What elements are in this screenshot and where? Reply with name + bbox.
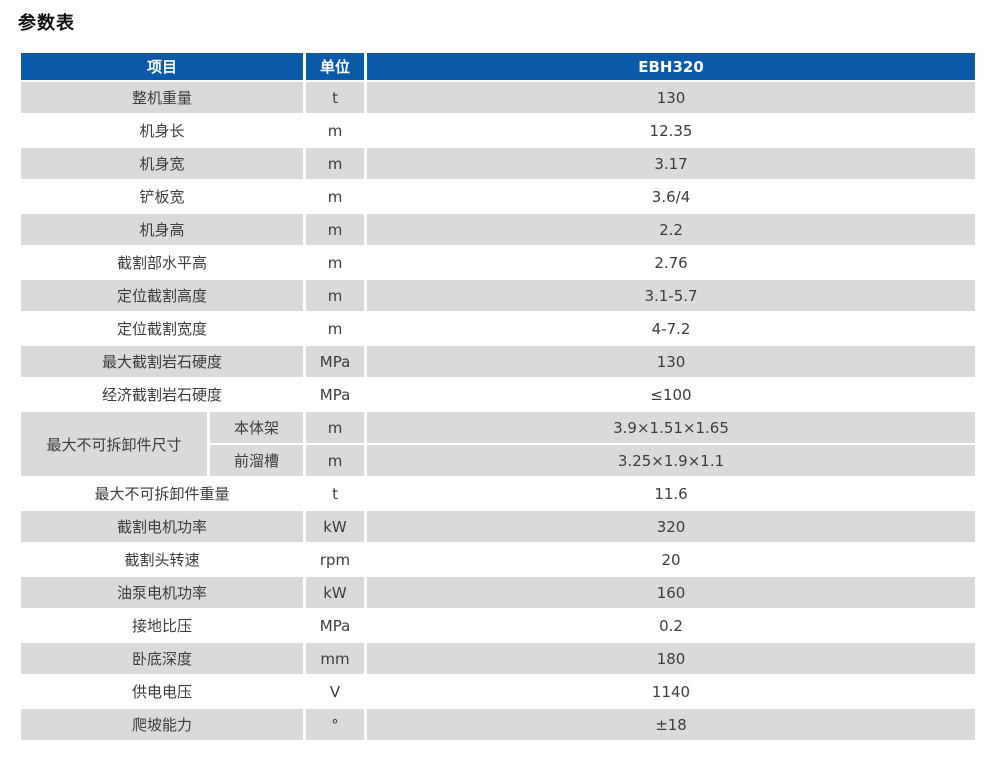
unit-cell: m <box>303 146 368 181</box>
unit-cell: ° <box>303 707 368 742</box>
unit-cell: t <box>303 80 368 115</box>
param-name-cell: 供电电压 <box>17 674 307 709</box>
value-cell: 4-7.2 <box>364 311 979 346</box>
table-row: 截割头转速 rpm 20 <box>17 542 979 577</box>
param-name-cell: 定位截割宽度 <box>17 311 307 346</box>
param-name-cell: 截割电机功率 <box>17 509 307 544</box>
unit-cell: MPa <box>303 377 368 412</box>
param-name-cell: 接地比压 <box>17 608 307 643</box>
value-cell: 0.2 <box>364 608 979 643</box>
value-cell: 3.25×1.9×1.1 <box>364 443 979 478</box>
param-name-cell: 机身高 <box>17 212 307 247</box>
value-cell: 12.35 <box>364 113 979 148</box>
unit-cell: t <box>303 476 368 511</box>
table-row: 最大截割岩石硬度 MPa 130 <box>17 344 979 379</box>
unit-cell: MPa <box>303 344 368 379</box>
param-name-cell: 截割头转速 <box>17 542 307 577</box>
table-row-merged: 最大不可拆卸件尺寸 本体架 m 3.9×1.51×1.65 <box>18 410 979 478</box>
unit-cell: m <box>303 212 368 247</box>
value-cell: 3.17 <box>364 146 979 181</box>
column-header-model: EBH320 <box>364 51 979 82</box>
table-row: 接地比压 MPa 0.2 <box>17 608 979 643</box>
value-cell: 11.6 <box>364 476 979 511</box>
unit-cell: m <box>303 179 368 214</box>
table-row: 定位截割高度 m 3.1-5.7 <box>17 278 979 313</box>
param-name-cell: 整机重量 <box>17 80 307 115</box>
unit-cell: m <box>303 410 368 445</box>
param-name-cell: 最大不可拆卸件重量 <box>17 476 307 511</box>
value-cell: ≤100 <box>364 377 979 412</box>
value-cell: 160 <box>364 575 979 610</box>
table-row: 截割部水平高 m 2.76 <box>17 245 979 280</box>
unit-cell: V <box>303 674 368 709</box>
table-row: 机身宽 m 3.17 <box>17 146 979 181</box>
unit-cell: m <box>303 245 368 280</box>
value-cell: 320 <box>364 509 979 544</box>
unit-cell: rpm <box>303 542 368 577</box>
unit-cell: kW <box>303 575 368 610</box>
value-cell: 2.2 <box>364 212 979 247</box>
unit-cell: m <box>303 278 368 313</box>
param-name-cell: 卧底深度 <box>17 641 307 676</box>
table-row: 经济截割岩石硬度 MPa ≤100 <box>17 377 979 412</box>
table-row: 定位截割宽度 m 4-7.2 <box>17 311 979 346</box>
table-row: 最大不可拆卸件重量 t 11.6 <box>17 476 979 511</box>
unit-cell: MPa <box>303 608 368 643</box>
table-row: 机身长 m 12.35 <box>17 113 979 148</box>
param-name-cell: 最大截割岩石硬度 <box>17 344 307 379</box>
value-cell: 20 <box>364 542 979 577</box>
table-row: 整机重量 t 130 <box>17 80 979 115</box>
table-row-merged: 前溜槽 m 3.25×1.9×1.1 <box>20 443 979 478</box>
value-cell: 3.6/4 <box>364 179 979 214</box>
unit-cell: m <box>303 113 368 148</box>
table-row: 机身高 m 2.2 <box>17 212 979 247</box>
value-cell: 3.1-5.7 <box>364 278 979 313</box>
value-cell: 130 <box>364 344 979 379</box>
value-cell: 3.9×1.51×1.65 <box>364 410 979 445</box>
parameters-table: 项目 单位 EBH320 整机重量 t 130 机身长 m 12.35 机身宽 … <box>17 51 979 742</box>
value-cell: 130 <box>364 80 979 115</box>
table-row: 爬坡能力 ° ±18 <box>17 707 979 742</box>
param-name-cell: 机身宽 <box>17 146 307 181</box>
table-row: 供电电压 V 1140 <box>17 674 979 709</box>
value-cell: 1140 <box>364 674 979 709</box>
param-name-cell: 截割部水平高 <box>17 245 307 280</box>
column-header-item: 项目 <box>17 51 307 82</box>
param-name-cell: 机身长 <box>17 113 307 148</box>
param-name-cell: 铲板宽 <box>17 179 307 214</box>
sub-param-name-cell: 前溜槽 <box>206 443 307 478</box>
param-name-cell: 油泵电机功率 <box>17 575 307 610</box>
table-header-row: 项目 单位 EBH320 <box>17 51 979 82</box>
table-row: 卧底深度 mm 180 <box>17 641 979 676</box>
unit-cell: m <box>303 443 368 478</box>
value-cell: 2.76 <box>364 245 979 280</box>
table-row: 油泵电机功率 kW 160 <box>17 575 979 610</box>
param-name-cell: 经济截割岩石硬度 <box>17 377 307 412</box>
value-cell: 180 <box>364 641 979 676</box>
unit-cell: kW <box>303 509 368 544</box>
sub-param-name-cell: 本体架 <box>206 410 307 445</box>
param-name-cell: 定位截割高度 <box>17 278 307 313</box>
page-title: 参数表 <box>18 13 75 34</box>
param-name-cell-merged: 最大不可拆卸件尺寸 <box>18 410 210 478</box>
table-row: 截割电机功率 kW 320 <box>17 509 979 544</box>
unit-cell: m <box>303 311 368 346</box>
param-name-cell: 爬坡能力 <box>17 707 307 742</box>
column-header-unit: 单位 <box>303 51 368 82</box>
value-cell: ±18 <box>364 707 979 742</box>
unit-cell: mm <box>303 641 368 676</box>
table-row: 铲板宽 m 3.6/4 <box>17 179 979 214</box>
